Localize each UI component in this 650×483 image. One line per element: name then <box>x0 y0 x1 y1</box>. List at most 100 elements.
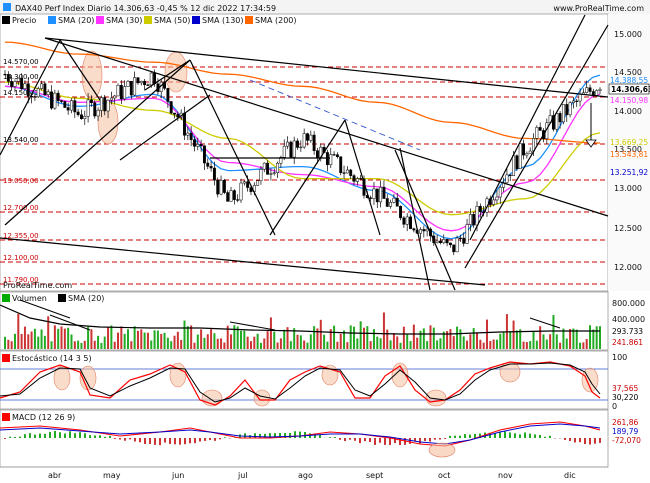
candle <box>286 136 289 150</box>
trendline <box>469 14 586 241</box>
volume-bar <box>93 340 96 349</box>
volume-bar <box>4 336 6 349</box>
candle <box>468 208 472 232</box>
candle <box>272 168 276 176</box>
volume-bar <box>492 339 495 349</box>
macd-bar <box>274 433 276 438</box>
candle <box>498 185 502 204</box>
candle <box>538 122 542 131</box>
macd-bar <box>579 438 581 443</box>
volume-bar <box>23 326 26 349</box>
candle <box>60 99 63 104</box>
candle <box>40 80 44 91</box>
macd-axis: 261,86 189,79 -72,070 <box>612 418 641 445</box>
macd-bar <box>79 432 81 438</box>
price-tick: 13.000 <box>614 184 642 193</box>
volume-bar <box>569 329 572 349</box>
candle <box>306 132 309 146</box>
price-tick: 14.500 <box>614 68 642 77</box>
volume-bar <box>466 340 469 349</box>
site-link[interactable]: www.ProRealTime.com <box>553 4 644 13</box>
volume-bar <box>186 326 189 349</box>
macd-bar <box>439 438 441 440</box>
macd-bar <box>489 432 491 438</box>
volume-bar <box>110 325 113 349</box>
macd-bar <box>19 436 21 438</box>
stoch-tick: 0 <box>612 402 617 411</box>
candle <box>176 111 180 122</box>
candle <box>73 97 77 119</box>
candle <box>222 179 226 194</box>
title-bar: DAX40 Perf Index Diario 14.306,63 -0,45 … <box>0 0 650 14</box>
volume-bar <box>575 329 578 349</box>
volume-bar <box>426 341 429 349</box>
volume-bar <box>183 320 186 349</box>
volume-bar <box>326 341 329 349</box>
volume-bar <box>80 342 83 349</box>
candle <box>99 95 103 118</box>
macd-bar <box>509 432 511 438</box>
candle <box>66 102 70 115</box>
candle <box>256 180 260 186</box>
candle <box>339 156 343 176</box>
stoch-tag: 37,565 <box>612 384 638 393</box>
price-tag-sma200: 13.543,81 <box>610 150 648 159</box>
candle <box>379 181 383 208</box>
candle <box>535 125 539 145</box>
macd-bar <box>314 433 316 438</box>
macd-bar <box>209 438 211 440</box>
candle <box>425 226 429 237</box>
price-tag-sma50: 13.669,25 <box>610 138 648 147</box>
macd-bar <box>524 432 526 438</box>
volume-bar <box>479 339 482 349</box>
volume-bar <box>343 330 346 349</box>
macd-bar <box>54 430 56 438</box>
volume-bar <box>339 333 342 349</box>
macd-bar <box>364 438 366 442</box>
volume-bar <box>100 342 103 349</box>
x-tick: sept <box>366 471 383 480</box>
macd-bar <box>224 437 226 438</box>
candle <box>86 93 90 123</box>
volume-bar <box>353 326 356 349</box>
volume-bar <box>409 341 412 349</box>
x-tick: nov <box>498 471 513 480</box>
price-tick: 12.500 <box>614 224 642 233</box>
candle <box>495 190 499 205</box>
legend-sma200: SMA (200) <box>255 16 297 25</box>
volume-bar <box>50 341 53 349</box>
macd-bar <box>204 438 206 441</box>
candle <box>116 83 120 97</box>
volume-bar <box>273 331 276 349</box>
volume-axis: 800.000 400.000 293.733 241.861 <box>612 299 645 347</box>
volume-bar <box>240 330 243 349</box>
volume-bar <box>535 340 538 349</box>
volume-bar <box>382 312 385 349</box>
level-label: 13.540,00 <box>3 136 39 144</box>
volume-bar <box>293 328 296 349</box>
candle <box>332 151 336 156</box>
volume-bar <box>90 329 93 349</box>
candle <box>70 98 73 114</box>
candle <box>189 126 193 147</box>
macd-legend: MACD (12 26 9) <box>2 413 75 422</box>
legend-sma30: SMA (30) <box>106 16 142 25</box>
volume-bar <box>599 326 601 349</box>
volume-bar <box>190 325 193 349</box>
macd-bar <box>264 433 266 438</box>
volume-bar <box>392 333 395 349</box>
volume-bar <box>37 336 40 349</box>
volume-bar <box>386 329 389 349</box>
price-tag-sma30: 14.150,98 <box>610 96 648 105</box>
volume-bar <box>319 319 322 349</box>
candle <box>565 98 569 122</box>
candle <box>133 71 137 97</box>
volume-bar <box>150 340 153 349</box>
candle <box>202 145 206 171</box>
candle <box>558 111 562 129</box>
macd-bar <box>549 435 551 438</box>
volume-sma-line <box>0 304 600 335</box>
volume-bar <box>230 334 233 349</box>
volume-bar <box>13 333 16 349</box>
trendline <box>119 94 211 161</box>
